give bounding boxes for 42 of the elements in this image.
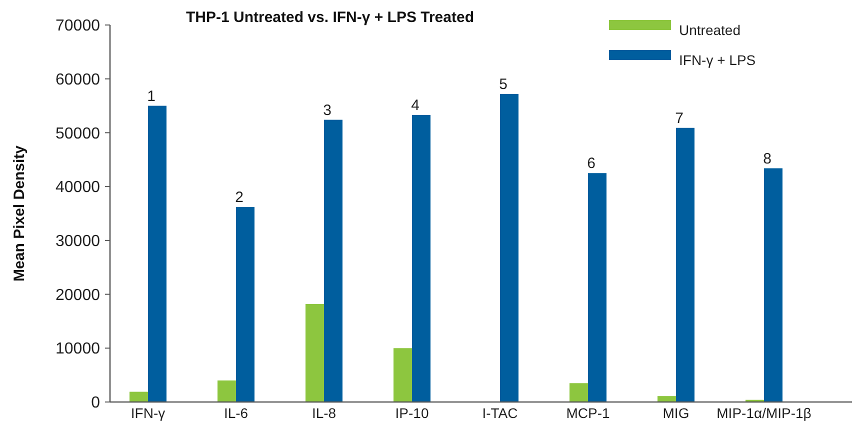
bar — [148, 106, 166, 402]
x-tick-label: I-TAC — [482, 405, 518, 421]
y-tick-label: 70000 — [56, 18, 100, 35]
annotation: 4 — [411, 96, 420, 114]
legend-label: Untreated — [679, 22, 740, 38]
annotation: 8 — [763, 150, 772, 168]
bar — [570, 383, 588, 402]
bar — [412, 114, 430, 402]
y-tick-label: 20000 — [56, 286, 100, 304]
bar — [588, 173, 606, 402]
y-tick-label: 40000 — [56, 179, 100, 196]
y-tick-label: 50000 — [56, 125, 100, 142]
annotation: 6 — [587, 155, 596, 172]
bar — [394, 348, 412, 402]
y-tick-label: 60000 — [56, 71, 100, 88]
y-tick-label: 0 — [91, 394, 100, 412]
bar — [764, 168, 782, 402]
bar — [500, 94, 518, 402]
bar — [130, 392, 148, 402]
legend-label: IFN-γ + LPS — [679, 52, 756, 68]
y-tick-label: 10000 — [56, 340, 100, 358]
chart-title: THP-1 Untreated vs. IFN-γ + LPS Treated — [186, 9, 474, 26]
annotation: 2 — [235, 189, 244, 206]
x-tick-label: MIG — [662, 405, 690, 421]
bar — [218, 380, 236, 402]
annotation: 7 — [675, 110, 684, 127]
annotation: 5 — [499, 76, 508, 93]
annotation: 3 — [323, 102, 332, 119]
annotation: 1 — [147, 88, 156, 105]
bar — [676, 128, 694, 402]
x-tick-label: IP-10 — [395, 405, 429, 421]
x-tick-label: IFN-γ — [130, 405, 166, 421]
bar — [658, 396, 676, 402]
bar — [236, 207, 254, 402]
bar — [324, 120, 342, 402]
bar — [306, 304, 324, 402]
x-tick-label: IL-8 — [312, 405, 336, 421]
x-tick-label: MCP-1 — [566, 405, 610, 421]
x-tick-label: IL-6 — [224, 405, 248, 421]
y-axis-title: Mean Pixel Density — [11, 144, 28, 282]
y-tick-label: 30000 — [56, 233, 100, 250]
x-tick-label: MIP-1α/MIP-1β — [716, 405, 812, 421]
